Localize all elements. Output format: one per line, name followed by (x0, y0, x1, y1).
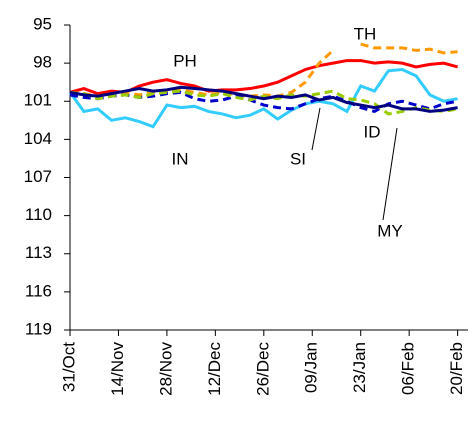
series-line (69, 85, 458, 113)
series-label: PH (173, 51, 197, 70)
x-tick-label: 06/Feb (399, 342, 418, 395)
series-label: SI (290, 149, 306, 168)
x-tick-label: 28/Nov (156, 342, 175, 396)
series-label: MY (377, 221, 403, 240)
label-leader (382, 127, 398, 221)
x-tick-label: 20/Feb (447, 342, 466, 395)
series-line (69, 89, 458, 116)
y-tick-label: 104 (24, 129, 52, 148)
y-tick-label: 101 (24, 91, 52, 110)
y-tick-label: 110 (25, 205, 52, 224)
series-label: IN (172, 149, 189, 168)
x-tick-label: 26/Dec (253, 342, 272, 396)
y-tick-label: 119 (25, 319, 52, 338)
series-line (68, 67, 458, 129)
y-tick-label: 98 (33, 53, 52, 72)
y-tick-label: 95 (33, 14, 52, 33)
label-leader (311, 107, 321, 151)
y-tick-label: 107 (24, 167, 52, 186)
x-tick-label: 23/Jan (350, 342, 369, 393)
series-line (360, 42, 458, 55)
x-tick-label: 09/Jan (302, 342, 321, 393)
series-label: ID (364, 122, 381, 141)
x-tick-label: 31/Oct (59, 342, 78, 392)
y-tick-label: 113 (25, 243, 52, 262)
x-tick-label: 12/Dec (205, 342, 224, 396)
series-label: TH (354, 24, 377, 43)
series-line (69, 59, 459, 96)
y-tick-label: 116 (25, 281, 52, 300)
x-tick-label: 14/Nov (108, 342, 127, 396)
